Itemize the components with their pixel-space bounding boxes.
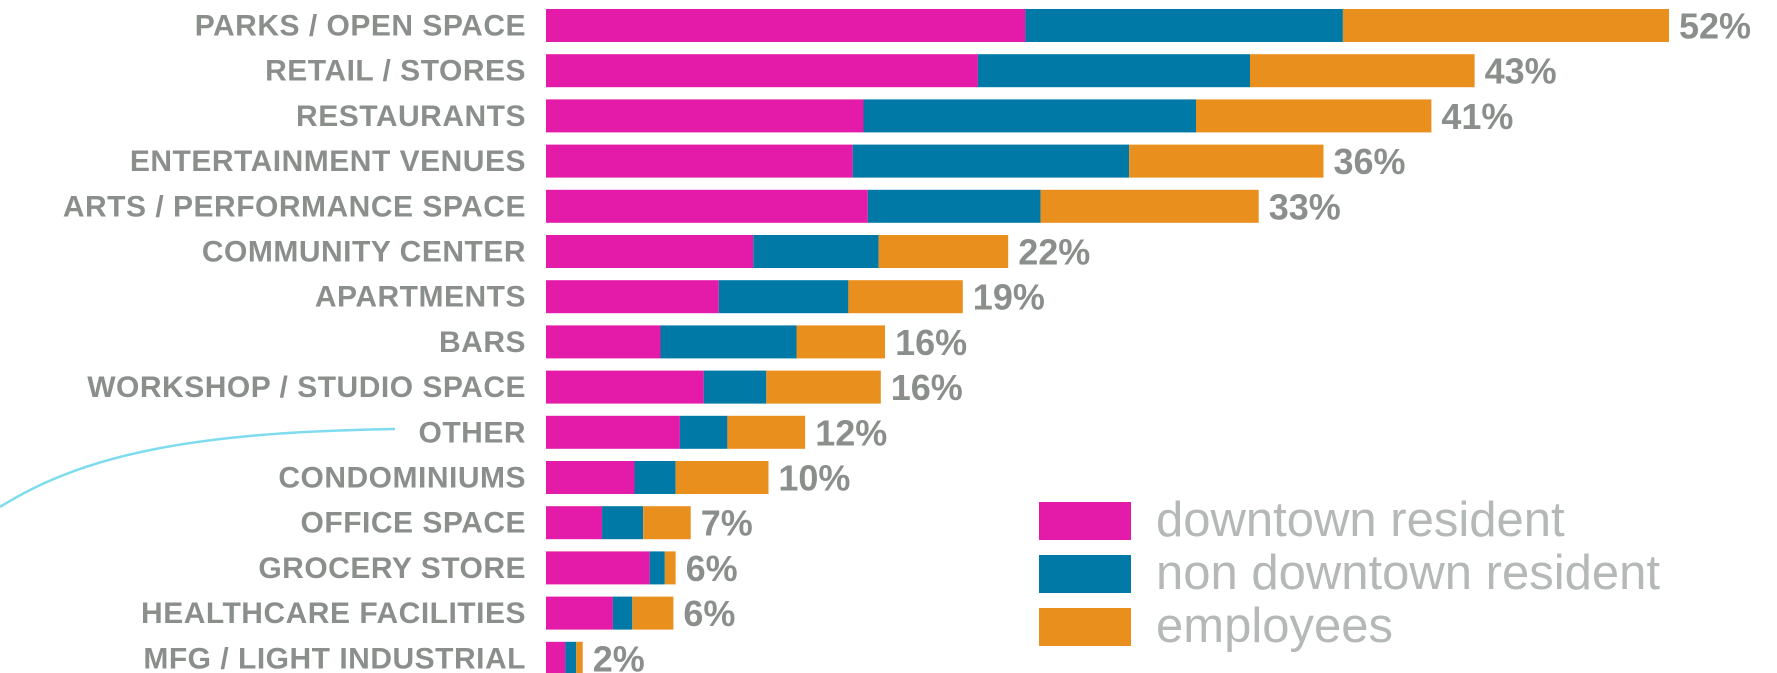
bar-healthcare-facilities-employees — [632, 596, 674, 630]
bar-healthcare-facilities-non-downtown-resident — [612, 596, 633, 630]
bars-group — [546, 9, 1669, 673]
bar-condominiums-employees — [675, 461, 769, 494]
category-label-entertainment-venues: ENTERTAINMENT VENUES — [130, 145, 526, 178]
bar-other-employees — [727, 415, 806, 449]
bar-retail-stores-non-downtown-resident — [977, 54, 1250, 88]
bar-community-center-employees — [878, 235, 1009, 268]
value-label-workshop-studio-space: 16% — [891, 367, 963, 408]
value-label-retail-stores: 43% — [1485, 51, 1557, 92]
category-label-restaurants: RESTAURANTS — [296, 100, 526, 133]
legend-label-downtown-resident: downtown resident — [1156, 493, 1565, 547]
bar-office-space-downtown-resident — [546, 506, 603, 540]
bar-arts-performance-space-employees — [1040, 189, 1259, 223]
bar-workshop-studio-space-non-downtown-resident — [703, 370, 767, 404]
bar-mfg-light-industrial-employees — [576, 641, 583, 673]
bar-parks-open-space-non-downtown-resident — [1025, 9, 1343, 42]
category-labels: PARKS / OPEN SPACE RETAIL / STORES RESTAUR… — [63, 10, 526, 673]
bar-workshop-studio-space-employees — [766, 370, 881, 404]
bar-community-center-downtown-resident — [546, 235, 754, 268]
bar-healthcare-facilities-downtown-resident — [546, 596, 613, 630]
value-label-parks-open-space: 52% — [1679, 6, 1751, 47]
bar-restaurants-non-downtown-resident — [863, 99, 1197, 133]
value-label-bars: 16% — [895, 322, 967, 363]
bar-parks-open-space-downtown-resident — [546, 9, 1026, 42]
bar-parks-open-space-employees — [1342, 9, 1669, 42]
decorative-curve — [0, 427, 396, 509]
category-label-workshop-studio-space: WORKSHOP / STUDIO SPACE — [87, 371, 526, 404]
legend-swatch-employees — [1039, 608, 1131, 646]
bar-retail-stores-employees — [1250, 54, 1475, 88]
bar-grocery-store-non-downtown-resident — [649, 551, 665, 585]
bar-restaurants-employees — [1196, 99, 1432, 133]
bar-grocery-store-downtown-resident — [546, 551, 650, 585]
legend-swatch-downtown-resident — [1039, 502, 1131, 540]
category-label-other: OTHER — [419, 416, 527, 449]
bar-entertainment-venues-downtown-resident — [546, 144, 853, 178]
bar-entertainment-venues-employees — [1129, 144, 1324, 178]
legend-swatch-non-downtown-resident — [1039, 555, 1131, 593]
value-label-entertainment-venues: 36% — [1334, 141, 1406, 182]
value-label-restaurants: 41% — [1441, 96, 1513, 137]
category-label-mfg-light-industrial: MFG / LIGHT INDUSTRIAL — [143, 642, 526, 673]
bar-grocery-store-employees — [664, 551, 676, 585]
value-labels: 52%43%41%36%33%22%19%16%16%12%10%7%6%6%2… — [593, 6, 1751, 673]
bar-other-non-downtown-resident — [679, 415, 728, 449]
bar-condominiums-downtown-resident — [546, 461, 635, 494]
bar-other-downtown-resident — [546, 415, 680, 449]
value-label-arts-performance-space: 33% — [1269, 186, 1341, 227]
category-label-bars: BARS — [439, 326, 526, 359]
bar-community-center-non-downtown-resident — [753, 235, 879, 268]
value-label-office-space: 7% — [701, 503, 753, 544]
value-label-apartments: 19% — [973, 277, 1045, 318]
bar-condominiums-non-downtown-resident — [634, 461, 676, 494]
category-label-healthcare-facilities: HEALTHCARE FACILITIES — [141, 597, 526, 630]
category-label-community-center: COMMUNITY CENTER — [202, 236, 526, 269]
value-label-community-center: 22% — [1018, 232, 1090, 273]
value-label-healthcare-facilities: 6% — [683, 593, 735, 634]
category-label-parks-open-space: PARKS / OPEN SPACE — [195, 10, 526, 43]
bar-mfg-light-industrial-non-downtown-resident — [565, 641, 577, 673]
category-label-apartments: APARTMENTS — [315, 281, 526, 314]
bar-entertainment-venues-non-downtown-resident — [852, 144, 1130, 178]
bar-apartments-employees — [848, 280, 963, 314]
bar-office-space-employees — [643, 506, 691, 540]
category-label-condominiums: CONDOMINIUMS — [278, 462, 526, 495]
value-label-mfg-light-industrial: 2% — [593, 638, 645, 673]
value-label-grocery-store: 6% — [686, 548, 738, 589]
bar-bars-non-downtown-resident — [660, 325, 797, 359]
value-label-other: 12% — [815, 412, 887, 453]
bar-restaurants-downtown-resident — [546, 99, 864, 133]
bar-mfg-light-industrial-downtown-resident — [546, 641, 566, 673]
bar-arts-performance-space-downtown-resident — [546, 189, 868, 223]
category-label-grocery-store: GROCERY STORE — [258, 552, 526, 585]
legend-label-employees: employees — [1156, 599, 1393, 653]
legend-label-non-downtown-resident: non downtown resident — [1156, 546, 1660, 600]
category-label-retail-stores: RETAIL / STORES — [265, 55, 526, 88]
bar-apartments-downtown-resident — [546, 280, 719, 314]
bar-arts-performance-space-non-downtown-resident — [867, 189, 1041, 223]
bar-retail-stores-downtown-resident — [546, 54, 978, 88]
bar-apartments-non-downtown-resident — [718, 280, 849, 314]
bar-bars-downtown-resident — [546, 325, 661, 359]
bar-office-space-non-downtown-resident — [602, 506, 644, 540]
bar-workshop-studio-space-downtown-resident — [546, 370, 704, 404]
value-label-condominiums: 10% — [778, 458, 850, 499]
category-label-office-space: OFFICE SPACE — [301, 507, 526, 540]
category-label-arts-performance-space: ARTS / PERFORMANCE SPACE — [63, 190, 526, 223]
bar-bars-employees — [796, 325, 885, 359]
